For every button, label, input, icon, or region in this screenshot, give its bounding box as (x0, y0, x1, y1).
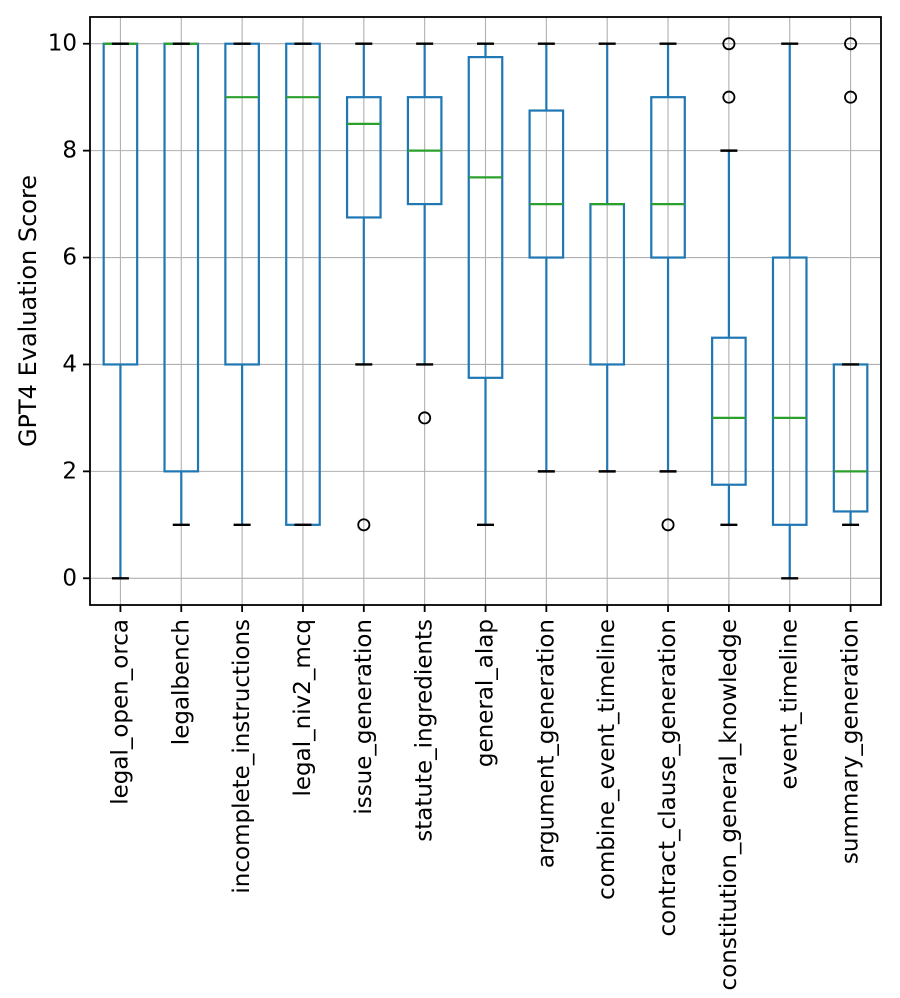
x-tick-label: argument_generation (533, 619, 559, 868)
x-tick-label: legalbench (168, 619, 194, 745)
x-tick-label: summary_generation (838, 619, 864, 864)
box-rect (650, 96, 686, 259)
outlier-marker (722, 37, 736, 51)
y-tick-label: 0 (62, 565, 77, 591)
x-tick-label: contract_clause_generation (655, 619, 681, 936)
outlier-marker (357, 518, 371, 532)
x-tick-label: constitution_general_knowledge (716, 619, 742, 990)
x-tick-label: legal_niv2_mcq (290, 619, 316, 797)
box-rect (711, 336, 747, 486)
box-constitution_general_knowledge (711, 37, 747, 527)
x-tick-label: combine_event_timeline (594, 619, 620, 900)
outlier-marker (844, 37, 858, 51)
box-summary_generation (832, 37, 869, 527)
outlier-marker (661, 518, 675, 532)
box-combine_event_timeline (589, 42, 626, 473)
x-tick-label: incomplete_instructions (229, 619, 255, 894)
y-tick-label: 4 (62, 351, 77, 377)
box-legal_open_orca (102, 42, 139, 580)
x-tick-label: event_timeline (777, 619, 803, 789)
x-tick-label: legal_open_orca (107, 619, 133, 805)
x-tick-label: general_alap (473, 619, 499, 767)
y-tick-label: 2 (62, 458, 77, 484)
y-axis-label: GPT4 Evaluation Score (14, 175, 42, 447)
x-tick-label: statute_ingredients (412, 619, 438, 842)
y-tick-label: 6 (62, 245, 77, 271)
box-legalbench (163, 42, 200, 527)
box-general_alap (467, 42, 504, 527)
box-rect (771, 256, 808, 526)
x-tick-label: issue_generation (351, 619, 377, 815)
box-rect (467, 55, 504, 379)
box-issue_generation (345, 42, 382, 532)
box-legal_niv2_mcq (285, 42, 321, 527)
box-incomplete_instructions (224, 42, 260, 527)
box-rect (528, 109, 565, 259)
box-contract_clause_generation (650, 42, 686, 532)
outlier-marker (844, 90, 858, 104)
box-rect (345, 96, 382, 219)
y-tick-label: 8 (62, 138, 77, 164)
box-statute_ingredients (406, 42, 443, 425)
tick-labels: 0 2 4 6 8 10 legal_open_orca legalbench incomple… (48, 31, 864, 991)
tick-marks (83, 42, 852, 612)
y-tick-label: 10 (48, 31, 77, 57)
outlier-marker (418, 411, 432, 425)
box-event_timeline (771, 42, 808, 580)
outlier-marker (722, 90, 736, 104)
box-argument_generation (528, 42, 565, 473)
